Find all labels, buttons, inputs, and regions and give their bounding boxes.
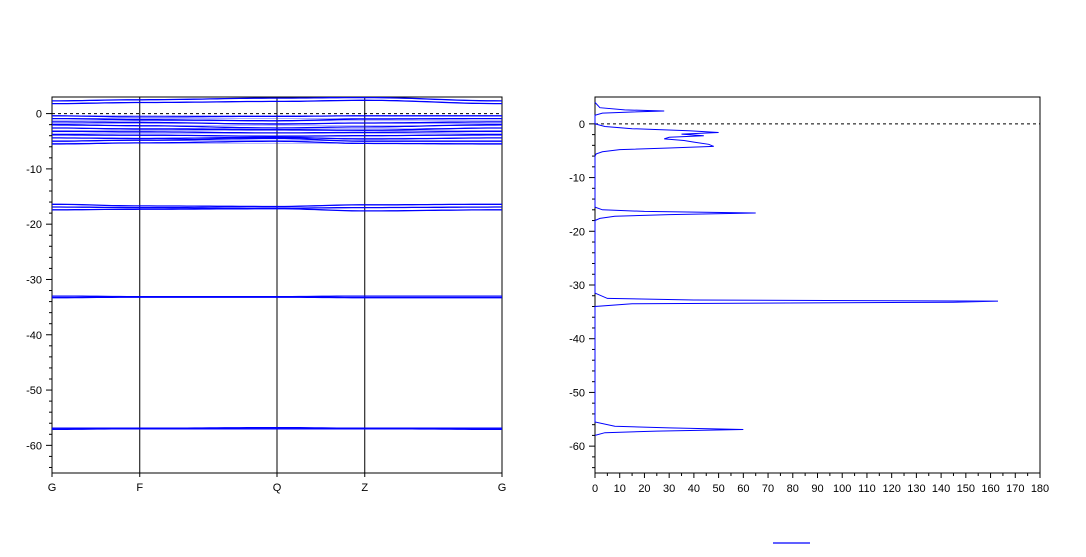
kpoint-label: F: [136, 482, 143, 494]
y-tick-label: -60: [26, 440, 42, 452]
x-tick-label: 20: [638, 483, 650, 495]
y-tick-label: -50: [26, 385, 42, 397]
band-line-16: [52, 296, 502, 299]
kpoint-label: Q: [273, 482, 282, 494]
band-line-17: [52, 427, 502, 429]
x-tick-label: 90: [811, 483, 823, 495]
x-tick-label: 80: [787, 483, 799, 495]
x-tick-label: 10: [614, 483, 626, 495]
band-line-18: [52, 428, 502, 430]
x-tick-label: 150: [957, 483, 975, 495]
y-tick-label: -30: [569, 280, 585, 292]
x-tick-label: 40: [688, 483, 700, 495]
x-tick-label: 0: [592, 483, 598, 495]
x-tick-label: 100: [833, 483, 851, 495]
dos-plot: 0 -10 -20 -30 -40 -50 -60 0 10 20 30 40 50 60 70 80 90 10…: [569, 96, 1049, 495]
band-line-6: [52, 127, 502, 131]
kpoint-label: G: [498, 482, 507, 494]
x-tick-label: 120: [882, 483, 900, 495]
dos-panel: 0 -10 -20 -30 -40 -50 -60 0 10 20 30 40 50 60 70 80 90 10…: [569, 96, 1049, 544]
band-line-12: [52, 203, 502, 208]
y-tick-label: -30: [26, 274, 42, 286]
band-line-0: [52, 96, 503, 102]
band-line-4: [52, 121, 502, 125]
x-tick-label: 160: [981, 483, 999, 495]
dos-series-total: [594, 102, 999, 436]
x-tick-label: 140: [932, 483, 950, 495]
x-tick-label: 170: [1006, 483, 1024, 495]
kpoint-label: Z: [361, 482, 368, 494]
x-tick-label: 70: [762, 483, 774, 495]
y-tick-label: -20: [569, 226, 585, 238]
x-tick-label: 130: [907, 483, 925, 495]
x-tick-label: 60: [737, 483, 749, 495]
band-line-15: [52, 295, 502, 298]
band-line-7: [52, 130, 502, 134]
band-line-8: [52, 133, 502, 137]
window-scrollbar[interactable]: [1072, 0, 1086, 557]
band-structure-plot: G F Q Z G 0 -10 -20 -30 -40 -50 -60: [26, 96, 507, 494]
band-structure-panel: G F Q Z G 0 -10 -20 -30 -40 -50 -60: [26, 96, 507, 494]
y-tick-label: 0: [579, 119, 585, 131]
y-tick-label: -60: [569, 441, 585, 453]
y-tick-label: -50: [569, 387, 585, 399]
y-tick-label: 0: [36, 109, 42, 121]
y-tick-label: -10: [26, 164, 42, 176]
band-line-1: [52, 99, 502, 105]
y-tick-label: -40: [26, 330, 42, 342]
y-tick-label: -10: [569, 173, 585, 185]
dos-frame: [594, 96, 1041, 474]
band-line-10: [52, 137, 502, 142]
x-tick-label: 30: [663, 483, 675, 495]
y-tick-label: -40: [569, 334, 585, 346]
x-tick-label: 110: [858, 483, 876, 495]
y-tick-label: -20: [26, 219, 42, 231]
x-tick-label: 50: [712, 483, 724, 495]
band-line-14: [52, 208, 502, 212]
kpoint-label: G: [48, 482, 57, 494]
x-tick-label: 180: [1031, 483, 1049, 495]
